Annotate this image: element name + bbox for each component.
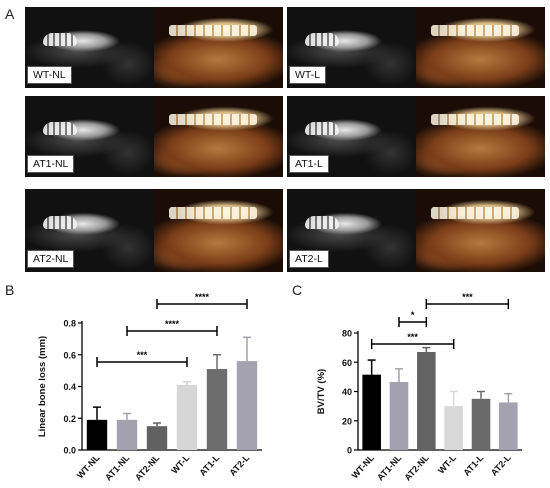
micro-ct-image (25, 189, 154, 272)
significance-label: **** (165, 319, 180, 329)
x-tick-label: AT2-L (227, 452, 251, 478)
3d-render-image (154, 96, 283, 177)
significance-label: *** (462, 292, 473, 302)
significance-label: * (411, 310, 415, 320)
bar (176, 384, 198, 450)
y-tick-label: 0.0 (63, 446, 76, 456)
y-tick-label: 0.4 (63, 382, 76, 392)
x-tick-label: WT-NL (350, 452, 377, 480)
3d-render-image (154, 189, 283, 272)
significance-label: *** (137, 350, 148, 360)
y-tick-label: 0.6 (63, 350, 76, 360)
image-tile-at1-l: AT1-L (287, 96, 545, 177)
y-tick-label: 0.2 (63, 414, 76, 424)
significance-label: *** (407, 332, 418, 342)
x-tick-label: AT1-NL (375, 452, 404, 482)
y-axis-label: BV/TV (%) (316, 369, 327, 414)
bar (146, 426, 168, 450)
x-tick-label: AT1-NL (103, 452, 132, 482)
image-tile-at2-nl: AT2-NL (25, 189, 283, 272)
x-tick-label: AT2-NL (402, 452, 431, 482)
image-tile-at1-nl: AT1-NL (25, 96, 283, 177)
x-tick-label: WT-L (169, 452, 191, 475)
bar (116, 419, 138, 450)
x-tick-label: WT-L (436, 452, 458, 475)
y-tick-label: 80 (342, 329, 352, 339)
y-tick-label: 20 (342, 416, 352, 426)
bar (362, 374, 381, 450)
image-tile-at2-l: AT2-L (287, 189, 545, 272)
x-tick-label: AT1-L (197, 452, 221, 478)
image-label: WT-NL (27, 66, 72, 84)
bar (206, 369, 228, 450)
bar (236, 361, 258, 450)
y-tick-label: 40 (342, 387, 352, 397)
bar (417, 352, 436, 450)
3d-render-image (416, 189, 545, 272)
3d-render-image (154, 7, 283, 88)
y-axis-label: Linear bone loss (mm) (37, 336, 48, 437)
x-tick-label: AT1-L (461, 452, 485, 478)
y-tick-label: 60 (342, 358, 352, 368)
3d-render-image (416, 7, 545, 88)
image-label: WT-L (289, 66, 327, 84)
image-tile-wt-nl: WT-NL (25, 7, 283, 88)
x-tick-label: AT2-L (489, 452, 513, 478)
panel-letter-b: B (5, 282, 15, 298)
image-label: AT2-L (289, 250, 329, 268)
panel-letter-a: A (5, 6, 15, 22)
3d-render-image (416, 96, 545, 177)
x-tick-label: AT2-NL (133, 452, 162, 482)
image-label: AT1-NL (27, 155, 75, 173)
panel-letter-c: C (292, 282, 303, 298)
image-label: AT2-NL (27, 250, 75, 268)
image-label: AT1-L (289, 155, 329, 173)
linear-bone-loss-chart: 0.0 0.2 0.4 0.6 0.8 Linear bone loss (mm) WT-N… (37, 292, 262, 483)
y-tick-label: 0 (347, 446, 352, 456)
bar (389, 381, 409, 450)
bar (444, 406, 463, 450)
image-tile-wt-l: WT-L (287, 7, 545, 88)
bar (499, 402, 518, 450)
bar (471, 398, 491, 450)
significance-label: **** (195, 292, 210, 302)
bar (86, 419, 108, 450)
x-tick-label: WT-NL (75, 452, 102, 480)
y-tick-label: 0.8 (63, 319, 76, 329)
